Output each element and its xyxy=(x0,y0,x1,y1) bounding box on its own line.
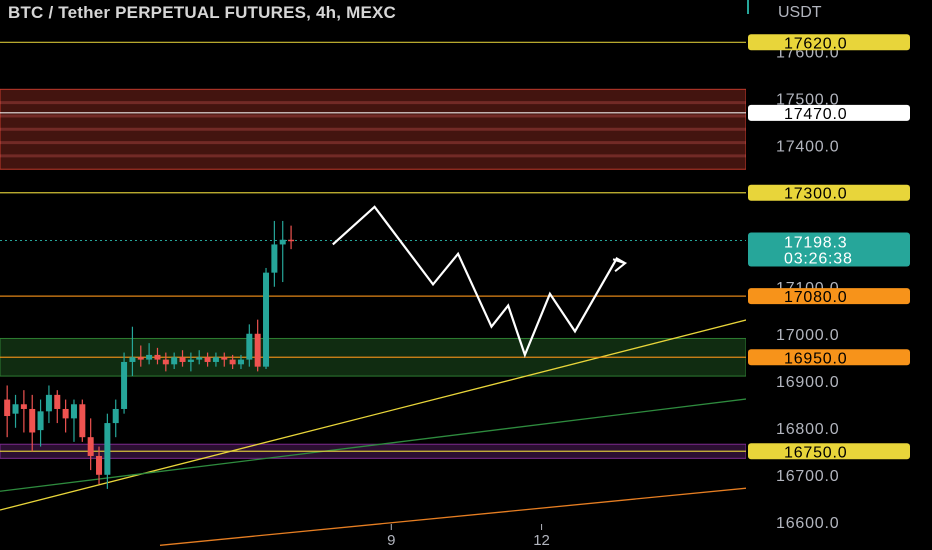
candle-body xyxy=(79,404,85,437)
x-tick-label: 9 xyxy=(387,532,395,549)
level-badge-text: 17080.0 xyxy=(784,289,847,306)
candle-body xyxy=(263,273,269,367)
candle-body xyxy=(205,357,211,362)
candle-body xyxy=(38,411,44,430)
candle-body xyxy=(213,357,219,362)
candle-body xyxy=(104,423,110,475)
candle-body xyxy=(221,357,227,359)
y-tick-label: 17400.0 xyxy=(776,139,839,156)
candle-body xyxy=(154,355,160,360)
candle-body xyxy=(188,360,194,362)
candle xyxy=(29,395,35,451)
projection-path xyxy=(333,207,625,355)
candle xyxy=(13,395,19,428)
candle-body xyxy=(271,244,277,272)
candle-body xyxy=(238,360,244,365)
candle xyxy=(263,268,269,369)
candle xyxy=(255,320,261,372)
candle-body xyxy=(146,355,152,360)
level-badge: 16750.0 xyxy=(748,443,910,461)
candle-body xyxy=(29,409,35,433)
candle-body xyxy=(13,404,19,413)
candle-body xyxy=(121,362,127,409)
candle xyxy=(46,385,52,423)
level-badge: 17470.0 xyxy=(748,105,910,123)
candle-body xyxy=(88,437,94,456)
level-badge-text: 17300.0 xyxy=(784,186,847,203)
candle xyxy=(71,400,77,442)
level-badge: 17080.0 xyxy=(748,288,910,306)
countdown-text: 03:26:38 xyxy=(784,251,853,268)
candle-body xyxy=(96,456,102,475)
y-tick-label: 16600.0 xyxy=(776,515,839,532)
candle-body xyxy=(113,409,119,423)
candle-body xyxy=(171,357,177,364)
candle-body xyxy=(246,334,252,360)
level-badge-text: 17620.0 xyxy=(784,35,847,52)
level-badge-text: 16750.0 xyxy=(784,444,847,461)
level-badge: 16950.0 xyxy=(748,349,910,367)
candle-body xyxy=(163,360,169,365)
y-tick-label: 16800.0 xyxy=(776,421,839,438)
candle xyxy=(79,400,85,442)
candle-body xyxy=(63,409,69,418)
candle-body xyxy=(180,357,186,362)
candle-body xyxy=(46,395,52,411)
level-badge-text: 16950.0 xyxy=(784,350,847,367)
y-tick-label: 16700.0 xyxy=(776,468,839,485)
candle xyxy=(38,400,44,447)
candle-body xyxy=(71,404,77,418)
y-tick-label: 16900.0 xyxy=(776,374,839,391)
candle xyxy=(271,221,277,287)
candle xyxy=(113,400,119,438)
candle-body xyxy=(196,357,202,359)
level-badge: 17300.0 xyxy=(748,185,910,203)
candle xyxy=(21,390,27,432)
candle xyxy=(4,385,10,437)
chart-title: BTC / Tether PERPETUAL FUTURES, 4h, MEXC xyxy=(8,3,396,23)
current-price-text: 17198.3 xyxy=(784,235,847,252)
x-tick-label: 12 xyxy=(533,532,550,549)
candle-body xyxy=(280,240,286,245)
candle-body xyxy=(54,395,60,409)
candle-body xyxy=(255,334,261,367)
candle-body xyxy=(21,404,27,409)
candle xyxy=(280,221,286,282)
current-price-badge: 17198.303:26:38 xyxy=(748,233,910,268)
level-badge-text: 17470.0 xyxy=(784,106,847,123)
candle xyxy=(88,418,94,470)
candle-body xyxy=(230,360,236,365)
candle xyxy=(63,400,69,433)
candle-body xyxy=(129,357,135,362)
y-tick-label: 17000.0 xyxy=(776,327,839,344)
level-badge: 17620.0 xyxy=(748,34,910,52)
currency-label: USDT xyxy=(778,4,822,21)
candle-body xyxy=(288,240,294,242)
candle-body xyxy=(4,400,10,416)
candle xyxy=(54,390,60,423)
candle xyxy=(288,226,294,250)
candle-body xyxy=(138,357,144,359)
